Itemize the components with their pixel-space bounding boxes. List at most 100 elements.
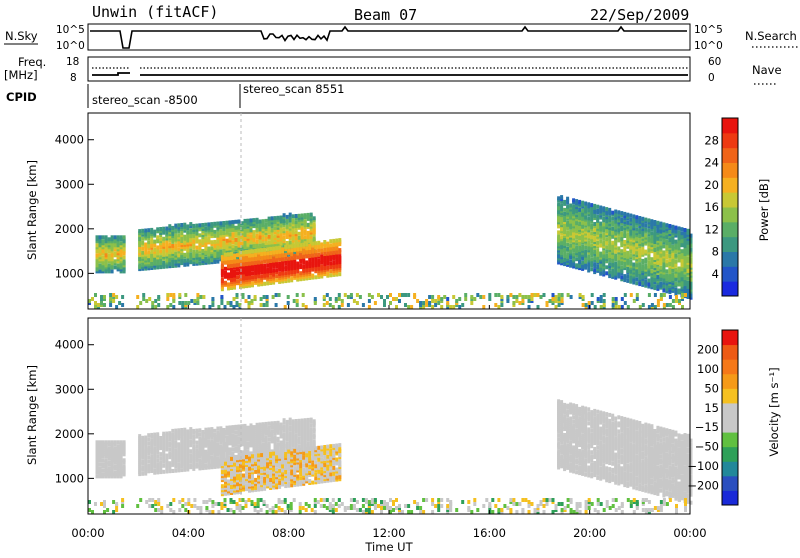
data-cell (320, 254, 323, 258)
data-cell (229, 447, 232, 451)
data-cell (195, 445, 198, 449)
freq-unit: [MHz] (4, 68, 38, 82)
data-cell (117, 235, 120, 239)
data-cell (156, 462, 159, 466)
data-cell (147, 445, 150, 449)
data-cell (226, 239, 229, 243)
data-cell (587, 216, 590, 220)
data-cell (105, 458, 108, 462)
data-cell (278, 455, 281, 459)
data-cell (657, 299, 660, 303)
data-cell (168, 451, 171, 455)
data-cell (377, 293, 380, 297)
data-cell (299, 243, 302, 247)
data-cell (470, 295, 473, 299)
data-cell (335, 239, 338, 243)
data-cell (395, 297, 398, 301)
data-cell (265, 422, 268, 426)
data-cell (141, 251, 144, 255)
data-cell (257, 454, 260, 458)
data-cell (245, 483, 248, 487)
data-cell (627, 305, 630, 309)
data-cell (232, 232, 235, 236)
data-cell (644, 280, 647, 284)
data-cell (236, 271, 239, 275)
data-cell (159, 227, 162, 231)
data-cell (566, 231, 569, 235)
data-cell (117, 444, 120, 448)
data-cell (254, 478, 257, 482)
data-cell (632, 214, 635, 218)
data-cell (268, 438, 271, 442)
data-cell (289, 223, 292, 227)
data-cell (356, 301, 359, 305)
data-cell (602, 222, 605, 226)
data-cell (269, 255, 272, 259)
data-cell (578, 208, 581, 212)
data-cell (591, 293, 594, 297)
data-cell (310, 428, 313, 432)
data-cell (561, 293, 564, 297)
data-cell (290, 244, 293, 248)
data-cell (268, 241, 271, 245)
data-cell (356, 293, 359, 297)
data-cell (224, 281, 227, 285)
data-cell (278, 272, 281, 276)
data-cell (602, 250, 605, 254)
data-cell (174, 244, 177, 248)
data-cell (650, 231, 653, 235)
data-cell (235, 435, 238, 439)
data-cell (641, 217, 644, 221)
data-cell (222, 241, 225, 245)
data-cell (157, 295, 160, 299)
data-cell (386, 295, 389, 299)
data-cell (114, 464, 117, 468)
colorbar-swatch (722, 222, 738, 237)
data-cell (600, 305, 603, 309)
data-cell (204, 428, 207, 432)
data-cell (293, 244, 296, 248)
data-cell (572, 252, 575, 256)
data-cell (674, 226, 677, 230)
data-cell (338, 297, 341, 301)
data-cell (620, 231, 623, 235)
data-cell (168, 461, 171, 465)
data-cell (590, 203, 593, 207)
data-cell (605, 249, 608, 253)
data-cell (302, 243, 305, 247)
data-cell (308, 260, 311, 264)
data-cell (147, 441, 150, 445)
data-cell (247, 229, 250, 233)
data-cell (232, 244, 235, 248)
data-cell (672, 305, 675, 309)
data-cell (159, 249, 162, 253)
data-cell (305, 242, 308, 246)
data-cell (147, 250, 150, 254)
colorbar-swatch (722, 237, 738, 252)
data-cell (681, 231, 684, 235)
data-cell (216, 232, 219, 236)
data-cell (281, 247, 284, 251)
data-cell (150, 433, 153, 437)
data-cell (165, 241, 168, 245)
data-cell (678, 254, 681, 258)
data-cell (192, 429, 195, 433)
data-cell (671, 273, 674, 277)
data-cell (202, 305, 205, 309)
data-cell (684, 274, 687, 278)
nave-tick-top: 60 (708, 56, 721, 68)
data-cell (159, 452, 162, 456)
data-cell (581, 261, 584, 265)
data-cell (620, 249, 623, 253)
data-cell (590, 231, 593, 235)
data-cell (593, 228, 596, 232)
data-cell (570, 295, 573, 299)
data-cell (269, 275, 272, 279)
data-cell (578, 200, 581, 204)
data-cell (168, 431, 171, 435)
data-cell (672, 299, 675, 303)
data-cell (678, 299, 681, 303)
data-cell (512, 301, 515, 305)
data-cell (138, 229, 141, 233)
data-cell (295, 433, 298, 437)
